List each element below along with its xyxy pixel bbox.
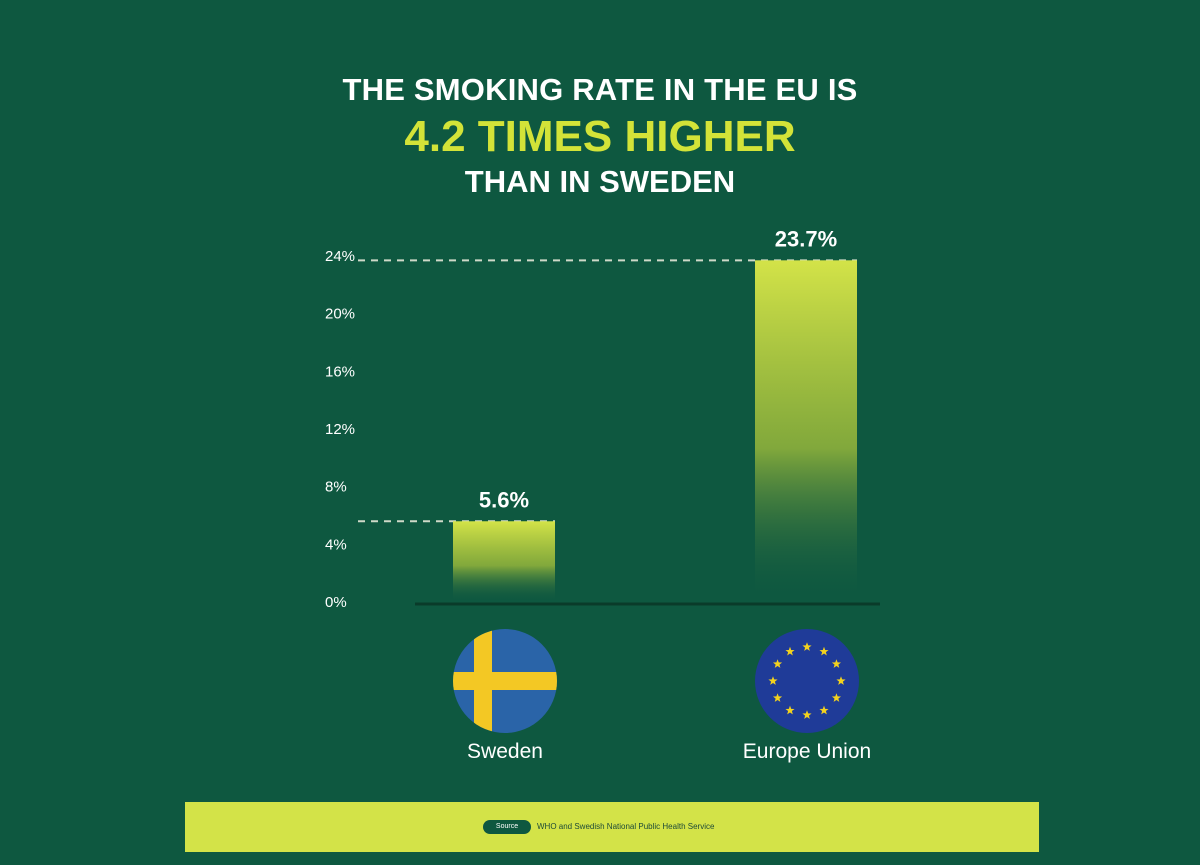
bar-value-label: 5.6%: [479, 487, 529, 512]
y-tick-label: 20%: [325, 306, 355, 323]
eu-flag-icon: [755, 629, 859, 733]
y-axis: 0% 4% 8% 12% 16% 20% 24%: [325, 248, 355, 611]
bars: [453, 260, 857, 602]
star-icon: [785, 705, 795, 715]
headline-line-3: THAN IN SWEDEN: [464, 164, 736, 199]
bar-sweden: [453, 521, 555, 602]
bar-value-label: 23.7%: [775, 226, 837, 251]
source-tag: Source: [483, 820, 531, 834]
star-icon: [802, 710, 812, 719]
reference-lines: [358, 259, 857, 523]
star-icon: [836, 676, 846, 685]
headline-highlight: 4.2 TIMES HIGHER: [404, 112, 796, 161]
y-tick-label: 24%: [325, 248, 355, 265]
y-tick-label: 4%: [325, 536, 347, 553]
y-tick-label: 0%: [325, 594, 347, 611]
star-icon: [785, 646, 795, 656]
star-icon: [819, 705, 829, 715]
y-tick-label: 8%: [325, 479, 347, 496]
star-icon: [831, 659, 842, 668]
bar-europe-union: [755, 260, 857, 602]
headline-line-1: THE SMOKING RATE IN THE EU IS: [342, 72, 858, 107]
source-bar: Source WHO and Swedish National Public H…: [185, 802, 1039, 852]
y-tick-label: 12%: [325, 421, 355, 438]
star-icon: [831, 693, 842, 702]
star-icon: [802, 642, 812, 651]
y-tick-label: 16%: [325, 363, 355, 380]
category-label-sweden: Sweden: [467, 740, 543, 763]
sweden-flag-icon: [453, 629, 557, 733]
category-label-eu: Europe Union: [742, 740, 872, 763]
star-icon: [768, 676, 778, 685]
bar-chart: 0% 4% 8% 12% 16% 20% 24% 5.6% 23.7%: [325, 226, 880, 611]
value-labels: 5.6% 23.7%: [479, 226, 837, 512]
star-icon: [819, 646, 829, 656]
source-text: WHO and Swedish National Public Health S…: [537, 822, 715, 831]
star-icon: [772, 659, 783, 668]
star-icon: [772, 693, 783, 702]
